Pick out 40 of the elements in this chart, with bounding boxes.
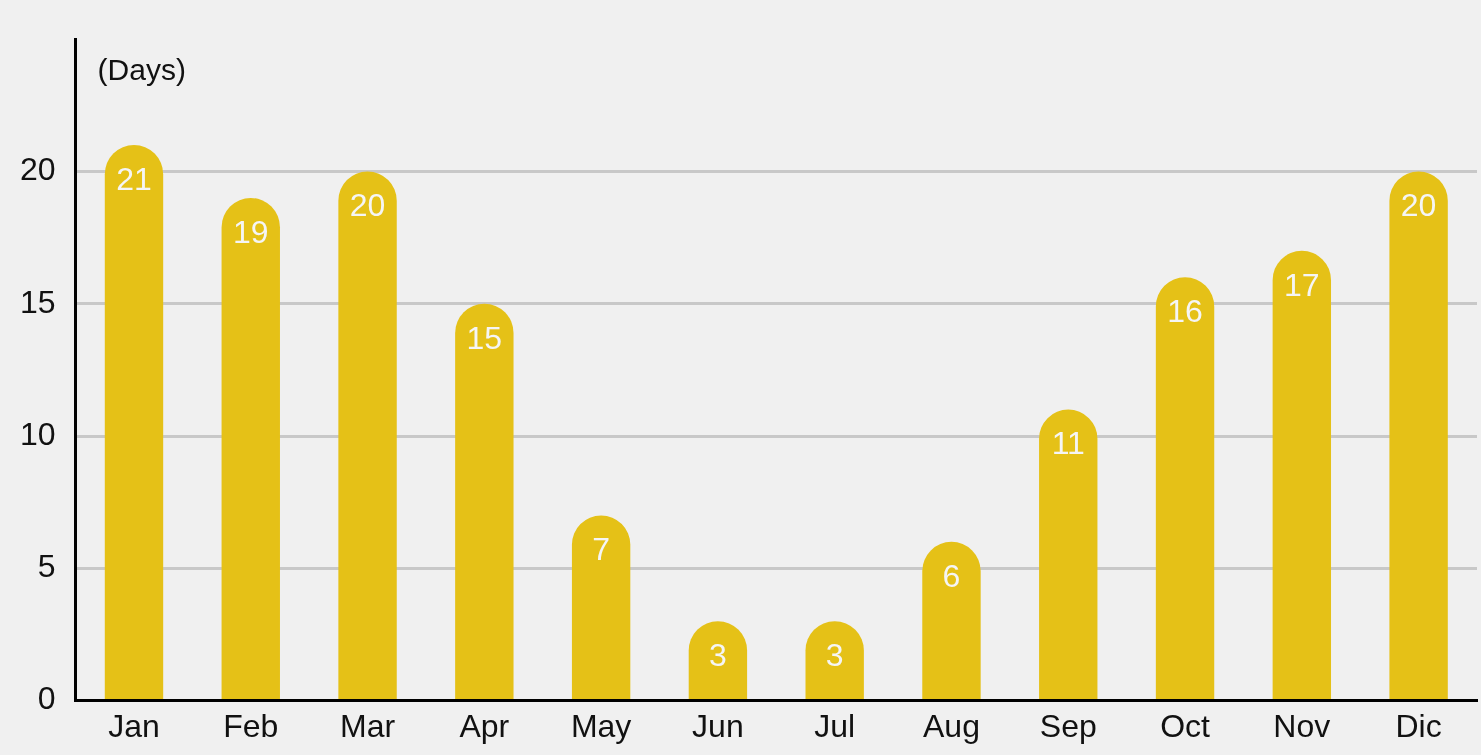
x-tick-label: Nov bbox=[1273, 707, 1331, 744]
data-label: 15 bbox=[466, 319, 503, 356]
bar bbox=[922, 541, 981, 700]
x-tick-label: Oct bbox=[1160, 707, 1211, 744]
y-tick-label: 15 bbox=[20, 283, 56, 320]
bar bbox=[1155, 277, 1215, 700]
data-label: 3 bbox=[825, 637, 844, 674]
bar bbox=[455, 303, 514, 700]
bar bbox=[221, 197, 280, 700]
data-label: 16 bbox=[1167, 293, 1203, 330]
x-tick-label: Aug bbox=[923, 707, 980, 744]
x-tick-label: May bbox=[570, 707, 632, 744]
y-tick-label: 5 bbox=[37, 548, 56, 585]
bar bbox=[104, 145, 164, 700]
x-tick-label: Jan bbox=[108, 707, 160, 744]
y-tick-label: 0 bbox=[37, 680, 56, 717]
x-tick-label: Apr bbox=[459, 707, 510, 744]
bar bbox=[1389, 171, 1448, 700]
y-tick-label: 20 bbox=[20, 151, 56, 188]
data-label: 21 bbox=[116, 160, 152, 197]
data-label: 6 bbox=[942, 557, 961, 594]
data-label: 3 bbox=[709, 637, 727, 674]
x-tick-label: Jul bbox=[814, 707, 856, 744]
data-label: 11 bbox=[1051, 425, 1085, 462]
data-label: 7 bbox=[592, 531, 611, 568]
x-tick-label: Feb bbox=[223, 707, 279, 744]
y-tick-label: 10 bbox=[20, 415, 56, 452]
bar bbox=[338, 171, 397, 700]
bar bbox=[571, 515, 631, 700]
data-label: 20 bbox=[349, 187, 386, 224]
x-tick-label: Dic bbox=[1395, 707, 1442, 744]
x-tick-label: Jun bbox=[692, 707, 744, 744]
x-tick-label: Sep bbox=[1039, 707, 1097, 744]
y-axis-title: (Days) bbox=[97, 53, 186, 87]
bar bbox=[1272, 250, 1332, 700]
x-tick-label: Mar bbox=[340, 707, 396, 744]
bar bbox=[1039, 409, 1098, 700]
data-label: 19 bbox=[232, 213, 269, 250]
data-label: 20 bbox=[1400, 187, 1437, 224]
data-label: 17 bbox=[1284, 266, 1320, 303]
